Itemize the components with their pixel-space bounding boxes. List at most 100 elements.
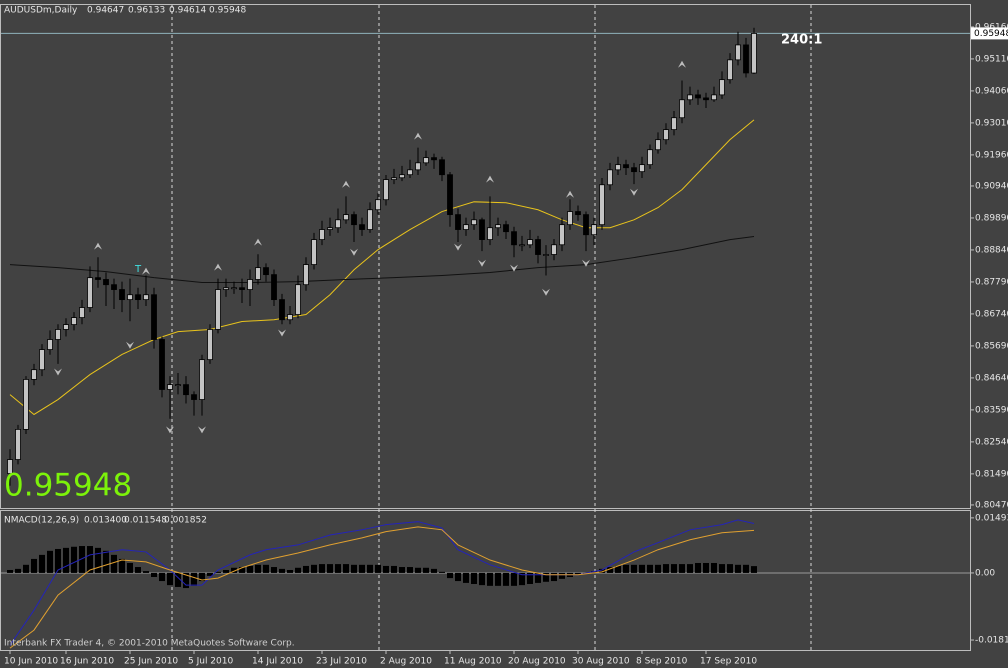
fractal-arrow (198, 426, 206, 434)
candle-body (495, 224, 501, 229)
candle-body (679, 99, 685, 119)
histogram-bar (319, 564, 325, 573)
histogram-bar (31, 558, 37, 573)
ohlc-high: 0.96133 (128, 6, 165, 16)
x-tick-label: 11 Aug 2010 (444, 657, 502, 667)
indicator-readout: 0.001852 (164, 516, 207, 526)
histogram-bar (247, 565, 253, 573)
candle-body (111, 284, 117, 290)
candle-body (527, 239, 533, 246)
candle-body (415, 162, 421, 171)
indicator-frame (0, 510, 971, 651)
histogram-bar (423, 567, 429, 573)
histogram-bar (559, 572, 565, 579)
candle-body (711, 94, 717, 101)
candle-body (39, 349, 45, 371)
candle-body (671, 117, 677, 131)
candle-body (287, 314, 293, 321)
histogram-bar (103, 550, 109, 573)
candle-body (47, 339, 53, 350)
candle-body (727, 59, 733, 81)
candle-body (695, 94, 701, 99)
candle-body (239, 287, 245, 290)
histogram-bar (399, 567, 405, 573)
histogram-bar (335, 564, 341, 573)
histogram-bar (655, 564, 661, 573)
histogram-bar (351, 564, 357, 573)
candle-body (559, 224, 565, 246)
histogram-bar (415, 567, 421, 573)
candle-body (535, 239, 541, 255)
chart-layer: 0.961600.951100.940600.930100.919600.909… (1, 22, 1008, 667)
candle-body (375, 199, 381, 211)
histogram-bar (15, 568, 21, 573)
x-tick-label: 25 Jun 2010 (124, 657, 178, 667)
candle-body (647, 149, 653, 166)
x-tick-label: 14 Jul 2010 (252, 657, 303, 667)
candle-body (583, 214, 589, 236)
histogram-bar (719, 564, 725, 573)
histogram-bar (687, 564, 693, 573)
histogram-bar (455, 572, 461, 582)
histogram-bar (447, 572, 453, 579)
candle-body (231, 287, 237, 290)
ohlc-low: 0.94614 (169, 6, 206, 16)
x-tick-label: 8 Sep 2010 (636, 657, 688, 667)
indicator-title: NMACD(12,26,9) (4, 516, 79, 526)
histogram-bar (135, 567, 141, 573)
candle-body (79, 307, 85, 318)
candle-body (87, 277, 93, 308)
histogram-bar (343, 564, 349, 573)
candle-body (431, 157, 437, 161)
candle-body (247, 279, 253, 290)
candle-body (255, 267, 261, 280)
candle-body (215, 289, 221, 330)
histogram-bar (143, 571, 149, 573)
histogram-bar (239, 567, 245, 573)
candle-body (311, 239, 317, 265)
candle-body (271, 274, 277, 301)
candle-body (631, 167, 637, 173)
histogram-bar (727, 564, 733, 573)
candle-body (439, 159, 445, 176)
candle-body (183, 384, 189, 396)
fractal-arrow (142, 267, 150, 275)
histogram-bar (199, 572, 205, 582)
candle-body (7, 459, 13, 474)
histogram-bar (215, 571, 221, 573)
candle-body (63, 324, 69, 330)
candle-body (399, 174, 405, 179)
x-tick-label: 20 Aug 2010 (508, 657, 566, 667)
candle-body (319, 229, 325, 240)
candle-body (511, 231, 517, 246)
price-box-label: 0.95948 (974, 29, 1008, 39)
histogram-bar (159, 572, 165, 582)
fractal-arrow (278, 329, 286, 337)
histogram-bar (191, 572, 197, 586)
candle-body (103, 279, 109, 286)
fractal-arrow (454, 243, 462, 251)
histogram-bar (79, 546, 85, 573)
candle-body (159, 339, 165, 390)
candle-body (167, 384, 173, 390)
candle-body (703, 97, 709, 101)
histogram-bar (439, 571, 445, 573)
x-tick-label: 5 Jul 2010 (188, 657, 233, 667)
candle-body (71, 317, 77, 325)
indicator-readout: 0.011548 (124, 516, 167, 526)
fractal-arrow (166, 426, 174, 434)
moving-average (9, 119, 755, 416)
price-box (971, 27, 1008, 40)
histogram-bar (207, 572, 213, 576)
footer: Interbank FX Trader 4, © 2001-2010 MetaQ… (4, 639, 295, 649)
timer-annotation: 240:1 (781, 33, 822, 48)
fractal-arrow (94, 242, 102, 250)
histogram-bar (703, 562, 709, 573)
histogram-bar (223, 569, 229, 573)
candle-body (367, 209, 373, 230)
